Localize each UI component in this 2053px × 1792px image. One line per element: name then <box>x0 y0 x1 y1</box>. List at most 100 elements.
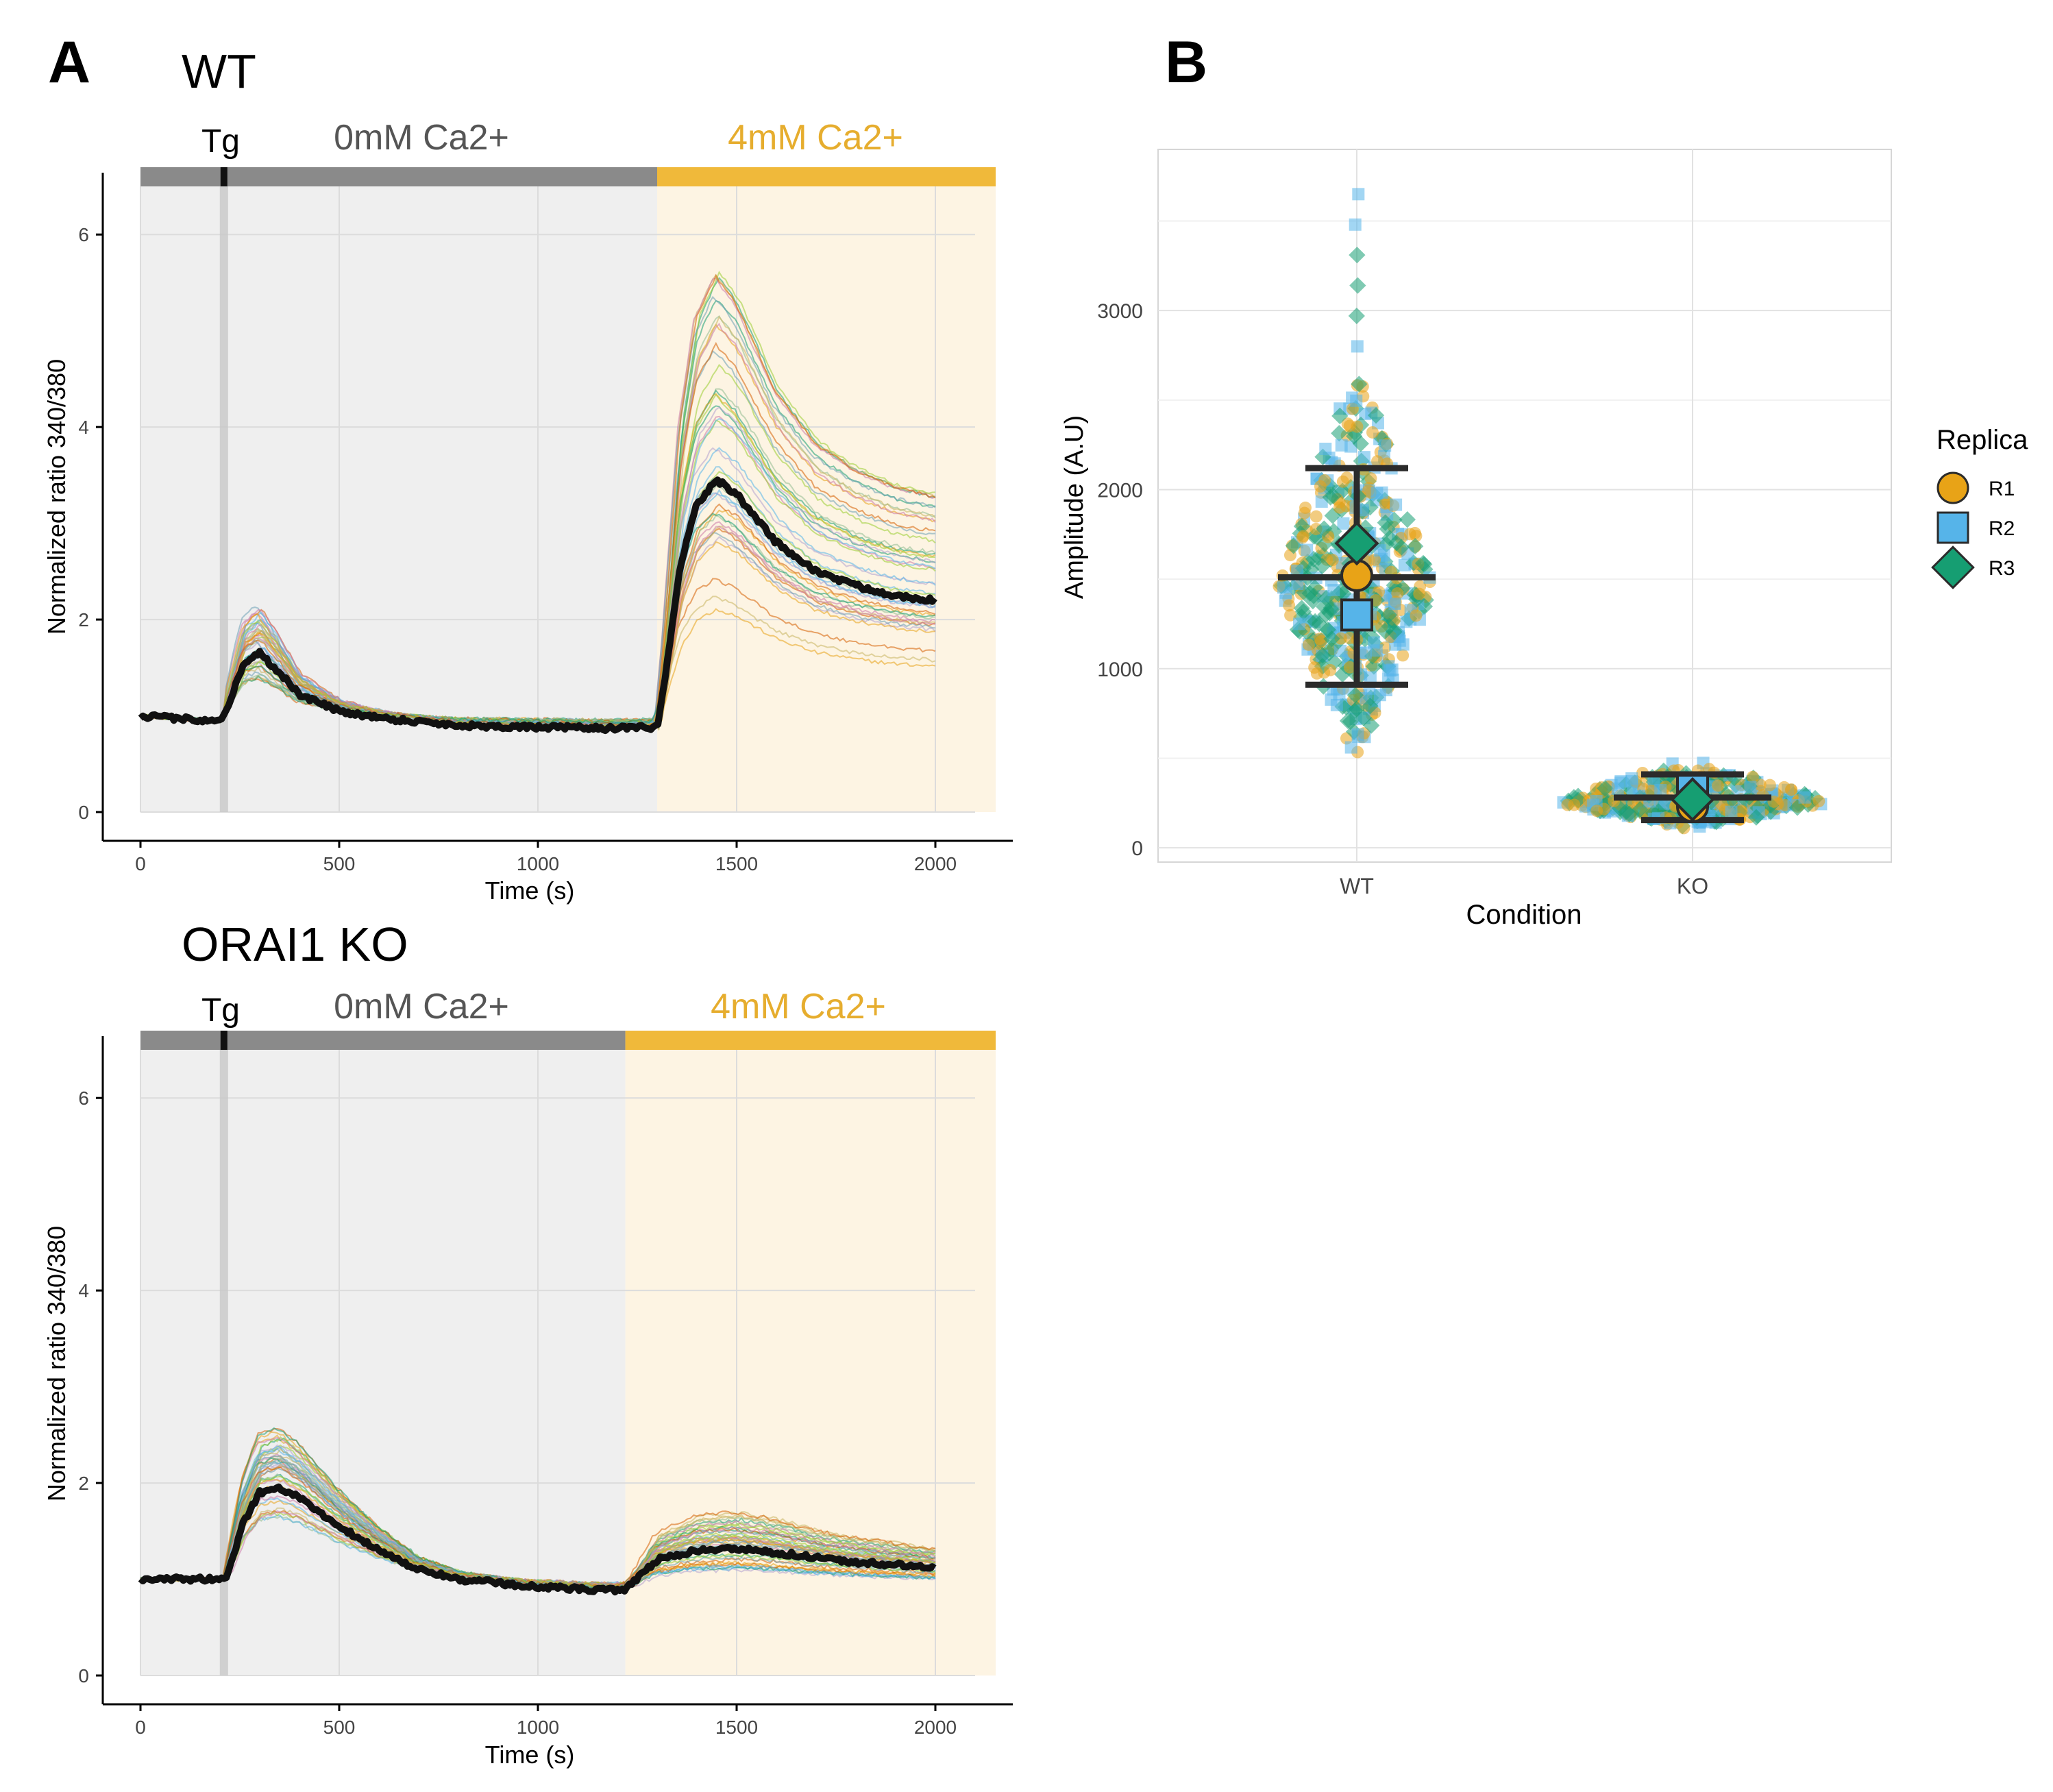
ko-mean-trace <box>138 1483 937 1596</box>
amplitude-point-r3 <box>1319 621 1336 639</box>
amplitude-point-r3 <box>1294 603 1312 620</box>
amplitude-point-r3 <box>1597 792 1614 810</box>
ko-zero-ca-bar <box>140 1031 626 1050</box>
wt-four-ca-background <box>657 186 996 812</box>
amplitude-point-r2 <box>1798 791 1811 804</box>
amplitude-point-r3 <box>1407 538 1424 555</box>
amplitude-replica-mean-r3 <box>1670 777 1715 822</box>
amplitude-y-axis-label: Amplitude (A.U) <box>1060 415 1089 599</box>
amplitude-point-r2 <box>1301 543 1314 556</box>
amplitude-point-r3 <box>1380 606 1397 624</box>
amplitude-point-r2 <box>1350 394 1363 407</box>
amplitude-point-r2 <box>1379 439 1392 452</box>
amplitude-point-r3 <box>1362 698 1379 715</box>
amplitude-point-r3 <box>1325 523 1342 540</box>
amplitude-y-tick-label: 2000 <box>1097 479 1143 502</box>
amplitude-y-tick-label: 3000 <box>1097 300 1143 323</box>
amplitude-point-r2 <box>1375 486 1388 499</box>
ko-title: ORAI1 KO <box>182 918 408 971</box>
amplitude-point-r1 <box>1366 426 1379 439</box>
amplitude-point-r1 <box>1763 778 1776 791</box>
amplitude-point-r3 <box>1632 800 1649 818</box>
wt-cell-trace <box>140 513 936 724</box>
amplitude-point-r2 <box>1390 498 1403 511</box>
amplitude-point-r3 <box>1314 647 1331 664</box>
amplitude-point-r1 <box>1735 805 1748 818</box>
amplitude-point-r3 <box>1314 558 1331 575</box>
amplitude-point-r3 <box>1362 499 1379 516</box>
amplitude-point-r1 <box>1324 663 1337 676</box>
wt-x-tick-label: 2000 <box>914 853 957 874</box>
amplitude-point-r3 <box>1363 717 1380 734</box>
amplitude-x-axis-label: Condition <box>1466 900 1582 930</box>
amplitude-point-r3 <box>1747 809 1765 826</box>
amplitude-point-r1 <box>1308 661 1321 674</box>
amplitude-point-r2 <box>1364 671 1377 684</box>
amplitude-point-r2 <box>1373 544 1386 557</box>
amplitude-point-r2 <box>1327 584 1340 597</box>
legend-title: Replica <box>1937 425 2028 455</box>
amplitude-point-r1 <box>1341 417 1354 430</box>
wt-four-ca-bar <box>657 167 996 186</box>
amplitude-point-r3 <box>1399 511 1416 528</box>
amplitude-point-r2 <box>1325 693 1338 706</box>
amplitude-point-r3 <box>1348 307 1365 325</box>
wt-mean-trace <box>138 476 937 735</box>
wt-y-tick-label: 4 <box>78 417 89 438</box>
amplitude-point-r1 <box>1590 805 1603 818</box>
ko-cell-trace <box>140 1475 936 1589</box>
amplitude-point-r1 <box>1296 531 1309 544</box>
amplitude-point-r2 <box>1611 782 1624 795</box>
amplitude-point-r1 <box>1310 510 1323 523</box>
amplitude-point-r3 <box>1322 641 1339 658</box>
ko-four-ca-bar <box>625 1031 996 1050</box>
wt-tg-line <box>219 186 228 812</box>
amplitude-point-r3 <box>1324 507 1341 524</box>
ko-x-tick-label: 1500 <box>715 1717 758 1738</box>
amplitude-point-r3 <box>1346 424 1364 441</box>
amplitude-point-r2 <box>1654 784 1667 797</box>
amplitude-point-r1 <box>1326 554 1339 567</box>
amplitude-point-r2 <box>1400 615 1413 628</box>
amplitude-point-r3 <box>1305 587 1323 604</box>
amplitude-point-r2 <box>1337 517 1350 530</box>
amplitude-point-r3 <box>1349 247 1366 264</box>
amplitude-point-r1 <box>1784 783 1797 796</box>
wt-cell-trace <box>140 417 936 729</box>
wt-zero-ca-bar <box>140 167 657 186</box>
amplitude-point-r2 <box>1292 617 1305 630</box>
wt-x-tick-label: 500 <box>323 853 356 874</box>
amplitude-point-r2 <box>1370 644 1383 657</box>
amplitude-point-r2 <box>1351 728 1364 741</box>
ko-trace-panel: ORAI1 KO Tg 0mM Ca2+ 4mM Ca2+ 0 2 4 6 0 500 10… <box>42 918 1013 1769</box>
amplitude-point-r1 <box>1336 475 1349 488</box>
ko-four-ca-background <box>625 1050 996 1676</box>
ko-y-tick-label: 2 <box>78 1473 89 1494</box>
ko-y-tick-label: 6 <box>78 1088 89 1109</box>
amplitude-point-r1 <box>1812 795 1825 808</box>
amplitude-point-r1 <box>1299 501 1312 514</box>
amplitude-point-r3 <box>1302 561 1320 578</box>
wt-y-axis-label: Normalized ratio 340/380 <box>42 359 71 635</box>
amplitude-point-r1 <box>1413 587 1426 600</box>
amplitude-point-r2 <box>1351 340 1364 353</box>
amplitude-point-r3 <box>1569 791 1587 809</box>
ko-y-tick-label: 4 <box>78 1280 89 1301</box>
amplitude-point-r2 <box>1352 188 1365 201</box>
amplitude-point-r1 <box>1351 420 1364 433</box>
amplitude-point-r1 <box>1568 798 1581 811</box>
legend-key-r3 <box>1931 545 1975 589</box>
wt-x-tick-label: 0 <box>135 853 146 874</box>
amplitude-replica-mean-r3 <box>1334 521 1379 566</box>
wt-x-axis-label: Time (s) <box>485 876 575 905</box>
amplitude-point-r2 <box>1319 442 1332 455</box>
amplitude-point-r3 <box>1788 799 1806 816</box>
ko-tg-marker <box>220 1031 228 1050</box>
legend-label-r3: R3 <box>1989 557 2015 580</box>
amplitude-point-r2 <box>1335 439 1348 452</box>
amplitude-point-r1 <box>1746 770 1759 783</box>
wt-tg-marker <box>220 167 228 186</box>
amplitude-point-r3 <box>1318 589 1335 607</box>
amplitude-point-r1 <box>1410 609 1423 622</box>
